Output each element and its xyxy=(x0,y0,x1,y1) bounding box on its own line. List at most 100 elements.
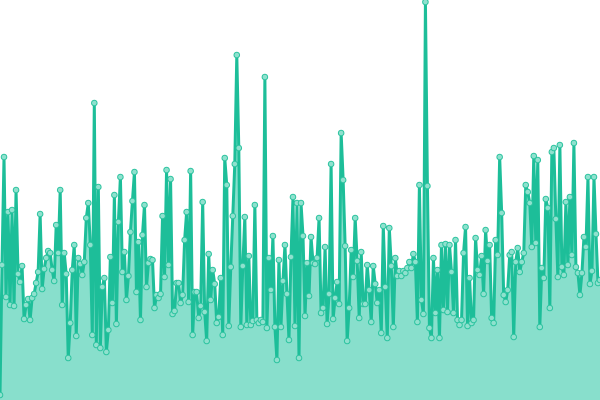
data-point xyxy=(299,232,307,240)
data-point xyxy=(52,221,60,229)
data-point xyxy=(177,299,184,307)
data-point xyxy=(133,288,140,296)
data-point xyxy=(347,246,355,254)
data-point xyxy=(544,204,552,212)
data-point xyxy=(313,254,321,262)
data-point xyxy=(157,290,164,298)
data-point xyxy=(498,209,505,217)
data-point xyxy=(331,294,339,302)
data-point xyxy=(564,261,572,269)
data-point xyxy=(369,262,377,270)
data-point xyxy=(556,141,564,149)
data-point xyxy=(444,308,451,316)
data-point xyxy=(101,274,108,282)
data-point xyxy=(289,193,297,201)
data-point xyxy=(131,168,138,176)
data-point xyxy=(325,290,333,298)
data-point xyxy=(329,315,337,323)
data-point xyxy=(383,334,391,342)
data-point xyxy=(0,261,6,269)
data-point xyxy=(135,238,142,246)
data-point xyxy=(277,323,285,331)
data-point xyxy=(271,323,279,331)
data-point xyxy=(38,285,46,293)
data-point xyxy=(343,337,351,345)
data-point xyxy=(64,354,72,362)
data-point xyxy=(436,334,443,342)
data-point xyxy=(460,249,467,257)
data-point xyxy=(462,223,469,231)
data-point xyxy=(78,271,86,279)
data-point xyxy=(80,258,88,266)
data-point xyxy=(379,222,387,230)
data-point xyxy=(528,243,536,251)
data-point xyxy=(430,254,437,262)
data-point xyxy=(40,265,48,273)
data-point xyxy=(588,267,596,275)
data-point xyxy=(70,241,78,249)
data-point xyxy=(115,218,122,226)
data-point xyxy=(0,391,4,399)
data-point xyxy=(420,310,427,318)
data-point xyxy=(87,241,94,249)
data-point xyxy=(584,173,592,181)
data-point xyxy=(54,249,62,257)
data-point xyxy=(201,308,208,316)
data-point xyxy=(72,332,80,340)
data-point xyxy=(185,298,192,306)
data-point xyxy=(596,276,600,284)
data-point xyxy=(181,236,188,244)
data-point xyxy=(546,304,554,312)
data-point xyxy=(432,309,439,317)
data-point xyxy=(197,302,204,310)
data-point xyxy=(371,280,379,288)
data-point xyxy=(16,278,24,286)
data-point xyxy=(56,186,64,194)
data-point xyxy=(211,280,219,288)
data-point xyxy=(207,296,215,304)
data-point xyxy=(113,320,120,328)
data-point xyxy=(414,318,421,326)
data-point xyxy=(458,316,465,324)
data-point xyxy=(74,254,82,262)
data-point xyxy=(183,208,190,216)
data-point xyxy=(171,307,178,315)
data-point xyxy=(36,210,44,218)
data-point xyxy=(265,254,273,262)
data-point xyxy=(107,253,114,261)
data-point xyxy=(377,329,385,337)
data-point xyxy=(105,326,112,334)
data-point xyxy=(199,198,206,206)
data-point xyxy=(562,198,570,206)
data-point xyxy=(50,277,58,285)
data-point xyxy=(91,99,98,107)
data-point xyxy=(235,144,243,152)
data-point xyxy=(251,201,259,209)
data-point xyxy=(508,248,516,256)
data-point xyxy=(10,302,18,310)
data-point xyxy=(406,258,413,266)
data-point xyxy=(424,182,431,190)
data-point xyxy=(143,283,150,291)
data-point xyxy=(592,230,600,238)
data-point xyxy=(48,266,56,274)
data-point xyxy=(151,304,158,312)
data-point xyxy=(30,290,38,298)
data-point xyxy=(223,181,231,189)
data-point xyxy=(472,234,479,242)
data-point xyxy=(516,268,524,276)
data-point xyxy=(572,263,580,271)
data-point xyxy=(339,176,347,184)
data-point xyxy=(353,257,361,265)
data-point xyxy=(357,248,365,256)
data-point xyxy=(231,160,239,168)
data-point xyxy=(301,312,309,320)
data-point xyxy=(12,186,20,194)
data-point xyxy=(18,262,26,270)
data-point xyxy=(279,277,287,285)
data-point xyxy=(137,316,144,324)
data-point xyxy=(167,175,174,183)
data-point xyxy=(97,344,104,352)
